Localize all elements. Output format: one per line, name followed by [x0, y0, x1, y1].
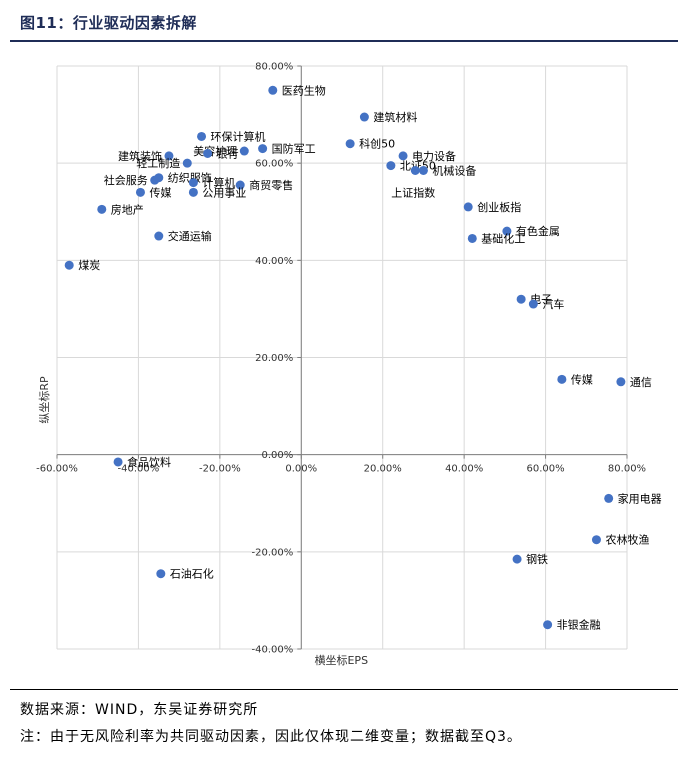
point-label: 传媒 — [571, 373, 593, 386]
data-point — [150, 175, 160, 185]
data-source-note: 数据来源：WIND，东吴证券研究所 — [20, 702, 259, 718]
x-tick-label: -60.00% — [36, 464, 78, 475]
point-label: 纺织服饰 — [168, 171, 212, 185]
x-tick-label: 20.00% — [364, 464, 402, 475]
point-label: 计算机 — [202, 176, 235, 190]
figure-title: 图11：行业驱动因素拆解 — [20, 14, 197, 32]
point-label: 上证指数 — [391, 185, 435, 199]
point-label: 家用电器 — [618, 491, 662, 505]
data-point — [97, 204, 107, 214]
data-point — [268, 85, 278, 95]
x-tick-label: 80.00% — [608, 464, 646, 475]
data-point — [512, 554, 522, 564]
x-tick-label: -40.00% — [118, 464, 160, 475]
y-tick-label: 80.00% — [255, 62, 293, 73]
point-label: 建筑材料 — [373, 110, 417, 124]
point-label: 轻工制造 — [136, 156, 180, 170]
point-label: 医药生物 — [282, 83, 326, 97]
data-point — [557, 374, 567, 384]
x-tick-label: -20.00% — [199, 464, 241, 475]
data-point — [258, 144, 268, 154]
point-label: 银行 — [217, 146, 239, 160]
point-label: 创业板指 — [477, 200, 521, 214]
x-axis-title: 横坐标EPS — [314, 653, 368, 667]
data-point — [528, 299, 538, 309]
point-label: 有色金属 — [516, 224, 560, 238]
scatter-chart: -60.00% -40.00% -20.00% 0.00% 20.00% 40.00% 60… — [36, 62, 662, 668]
data-point — [235, 180, 245, 190]
point-label: 农林牧渔 — [605, 533, 649, 547]
data-point — [359, 112, 369, 122]
point-label: 国防军工 — [272, 142, 316, 156]
point-label: 钢铁 — [526, 553, 548, 566]
data-point — [345, 139, 355, 149]
y-tick-label: 40.00% — [255, 256, 293, 267]
data-point — [604, 493, 614, 503]
data-point — [502, 226, 512, 236]
remark-note: 注：由于无风险利率为共同驱动因素，因此仅体现二维变量；数据截至Q3。 — [20, 729, 522, 745]
data-point — [188, 187, 198, 197]
data-point — [154, 231, 164, 241]
data-point — [135, 187, 145, 197]
point-label: 机械设备 — [432, 163, 476, 177]
x-tick-label: 60.00% — [527, 464, 565, 475]
data-point — [591, 535, 601, 545]
data-point — [616, 377, 626, 387]
data-point — [386, 161, 396, 171]
point-label: 环保计算机 — [211, 129, 266, 143]
data-point — [197, 131, 207, 141]
data-point — [164, 151, 174, 161]
x-tick-label: 40.00% — [445, 464, 483, 475]
point-label: 通信 — [630, 376, 652, 389]
point-label: 社会服务 — [104, 173, 148, 187]
point-label: 基础化工 — [481, 231, 525, 245]
y-axis-title: 纵坐标RP — [37, 376, 51, 424]
data-point — [410, 165, 420, 175]
data-point — [463, 202, 473, 212]
point-label: 电力设备 — [412, 149, 456, 163]
point-label: 建筑装饰 — [118, 149, 162, 163]
data-point — [418, 165, 428, 175]
x-tick-label: 0.00% — [285, 464, 317, 475]
point-label: 商贸零售 — [249, 178, 293, 192]
data-point — [188, 178, 198, 188]
point-label: 汽车 — [542, 297, 564, 311]
data-point — [182, 158, 192, 168]
data-point — [113, 457, 123, 467]
point-label: 非银金融 — [557, 618, 601, 632]
y-tick-label: -40.00% — [252, 645, 294, 656]
point-label: 传媒 — [149, 186, 171, 199]
data-point — [516, 294, 526, 304]
data-point — [543, 620, 553, 630]
data-point — [64, 260, 74, 270]
y-tick-label: 60.00% — [255, 159, 293, 170]
point-label: 石油石化 — [170, 567, 214, 581]
footer-divider — [10, 689, 678, 690]
point-label: 房地产 — [111, 202, 144, 216]
point-label: 交通运输 — [168, 229, 212, 243]
data-point — [156, 569, 166, 579]
point-label: 公用事业 — [202, 186, 246, 199]
point-label: 煤炭 — [78, 259, 100, 272]
data-point — [467, 233, 477, 243]
data-point — [239, 146, 249, 156]
y-tick-label: 0.00% — [262, 450, 294, 461]
y-tick-label: 20.00% — [255, 353, 293, 364]
point-label: 科创50 — [359, 137, 395, 151]
data-point — [398, 151, 408, 161]
data-point — [203, 148, 213, 158]
title-divider — [10, 40, 678, 42]
y-tick-label: -20.00% — [252, 547, 294, 558]
point-label: 食品饮料 — [127, 455, 171, 469]
